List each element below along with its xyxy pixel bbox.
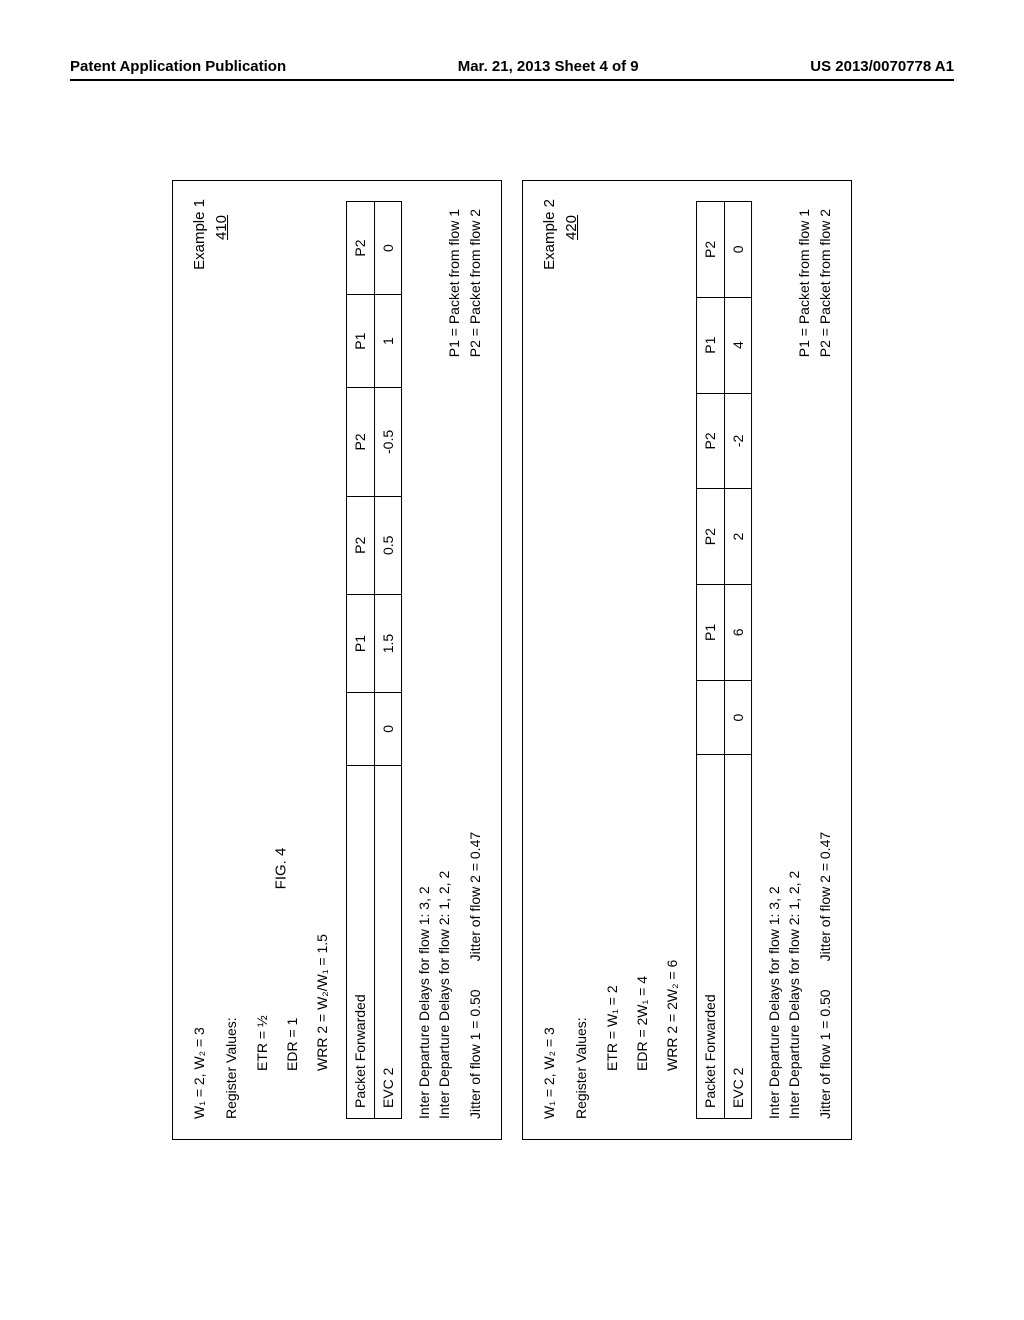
ex1-c3: -0.5 (374, 388, 401, 497)
ex1-c0: 0 (374, 693, 401, 765)
ex1-jitline: Jitter of flow 1 = 0.50 Jitter of flow 2… (465, 832, 485, 1119)
ex2-c0: 0 (724, 680, 751, 755)
ex2-th0: Packet Forwarded (697, 755, 724, 1119)
ex2-reg2: EDR = 2W₁ = 4 (632, 201, 652, 1119)
header-middle: Mar. 21, 2013 Sheet 4 of 9 (458, 58, 639, 75)
ex2-reg3: WRR 2 = 2W₂ = 6 (662, 201, 682, 1119)
ex1-th-blank (347, 693, 374, 765)
example-1-ref: 410 (211, 215, 233, 240)
table-row: Packet Forwarded P1 P2 P2 P1 P2 (697, 202, 724, 1119)
ex1-th2: P2 (347, 496, 374, 594)
ex1-idd2: Inter Departure Delays for flow 2: 1, 2,… (434, 832, 454, 1119)
ex1-weights: W₁ = 2, W₂ = 3 (189, 201, 209, 1119)
ex2-row0: EVC 2 (724, 755, 751, 1119)
ex1-jit2: Jitter of flow 2 = 0.47 (465, 832, 485, 962)
ex1-th5: P2 (347, 202, 374, 295)
ex1-c1: 1.5 (374, 594, 401, 692)
ex2-c4: 4 (724, 297, 751, 393)
ex1-table: Packet Forwarded P1 P2 P2 P1 P2 EVC 2 0 … (347, 201, 403, 1119)
ex2-th1: P1 (697, 585, 724, 681)
ex1-reg-label: Register Values: (221, 201, 241, 1119)
ex2-th2: P2 (697, 489, 724, 585)
ex2-c5: 0 (724, 202, 751, 298)
ex2-c1: 6 (724, 585, 751, 681)
ex1-left-block: Inter Departure Delays for flow 1: 3, 2 … (414, 832, 485, 1119)
ex2-jit1: Jitter of flow 1 = 0.50 (815, 989, 835, 1119)
table-row: EVC 2 0 1.5 0.5 -0.5 1 0 (374, 202, 401, 1119)
ex2-idd1: Inter Departure Delays for flow 1: 3, 2 (764, 832, 784, 1119)
example-2-title: Example 2 (539, 199, 561, 270)
ex2-idd2: Inter Departure Delays for flow 2: 1, 2,… (784, 832, 804, 1119)
ex1-th4: P1 (347, 295, 374, 388)
ex2-legend: P1 = Packet from flow 1 P2 = Packet from… (794, 201, 835, 357)
ex2-table: Packet Forwarded P1 P2 P2 P1 P2 EVC 2 0 … (696, 201, 752, 1119)
example-2-ref: 420 (561, 215, 583, 240)
content-wrap: FIG. 4 Example 1 410 W₁ = 2, W₂ = 3 Regi… (0, 140, 1024, 1240)
ex2-reg1: ETR = W₁ = 2 (602, 201, 622, 1119)
ex2-bottom: Inter Departure Delays for flow 1: 3, 2 … (764, 201, 835, 1119)
ex2-th5: P2 (697, 202, 724, 298)
ex1-bottom: Inter Departure Delays for flow 1: 3, 2 … (414, 201, 485, 1119)
ex2-th-blank (697, 680, 724, 755)
ex2-th3: P2 (697, 393, 724, 489)
example-1-box: Example 1 410 W₁ = 2, W₂ = 3 Register Va… (172, 180, 502, 1140)
ex1-c4: 1 (374, 295, 401, 388)
ex1-th3: P2 (347, 388, 374, 497)
spacer (805, 832, 815, 1119)
example-2-box: Example 2 420 W₁ = 2, W₂ = 3 Register Va… (522, 180, 852, 1140)
table-row: EVC 2 0 6 2 -2 4 0 (724, 202, 751, 1119)
ex1-th1: P1 (347, 594, 374, 692)
ex1-legend: P1 = Packet from flow 1 P2 = Packet from… (444, 201, 485, 357)
ex2-c2: 2 (724, 489, 751, 585)
ex1-jit1: Jitter of flow 1 = 0.50 (465, 989, 485, 1119)
ex2-c3: -2 (724, 393, 751, 489)
ex1-legend2: P2 = Packet from flow 2 (465, 209, 485, 357)
ex1-reg2: EDR = 1 (282, 201, 302, 1119)
table-row: Packet Forwarded P1 P2 P2 P1 P2 (347, 202, 374, 1119)
ex1-c5: 0 (374, 202, 401, 295)
example-1-title: Example 1 (189, 199, 211, 270)
ex1-legend1: P1 = Packet from flow 1 (444, 209, 464, 357)
ex2-legend1: P1 = Packet from flow 1 (794, 209, 814, 357)
ex2-weights: W₁ = 2, W₂ = 3 (539, 201, 559, 1119)
figure-body: Example 1 410 W₁ = 2, W₂ = 3 Register Va… (172, 180, 852, 1140)
ex1-c2: 0.5 (374, 496, 401, 594)
header-right: US 2013/0070778 A1 (810, 58, 954, 75)
header-left: Patent Application Publication (70, 58, 286, 75)
ex2-left-block: Inter Departure Delays for flow 1: 3, 2 … (764, 832, 835, 1119)
ex1-row0: EVC 2 (374, 765, 401, 1118)
ex1-th0: Packet Forwarded (347, 765, 374, 1118)
ex1-reg1: ETR = ½ (252, 201, 272, 1119)
ex1-idd1: Inter Departure Delays for flow 1: 3, 2 (414, 832, 434, 1119)
page-header: Patent Application Publication Mar. 21, … (70, 58, 954, 81)
ex2-legend2: P2 = Packet from flow 2 (815, 209, 835, 357)
ex2-jit2: Jitter of flow 2 = 0.47 (815, 832, 835, 962)
spacer (455, 832, 465, 1119)
ex2-th4: P1 (697, 297, 724, 393)
ex2-jitline: Jitter of flow 1 = 0.50 Jitter of flow 2… (815, 832, 835, 1119)
ex1-reg3: WRR 2 = W₂/W₁ = 1.5 (312, 201, 332, 1119)
ex2-reg-label: Register Values: (571, 201, 591, 1119)
